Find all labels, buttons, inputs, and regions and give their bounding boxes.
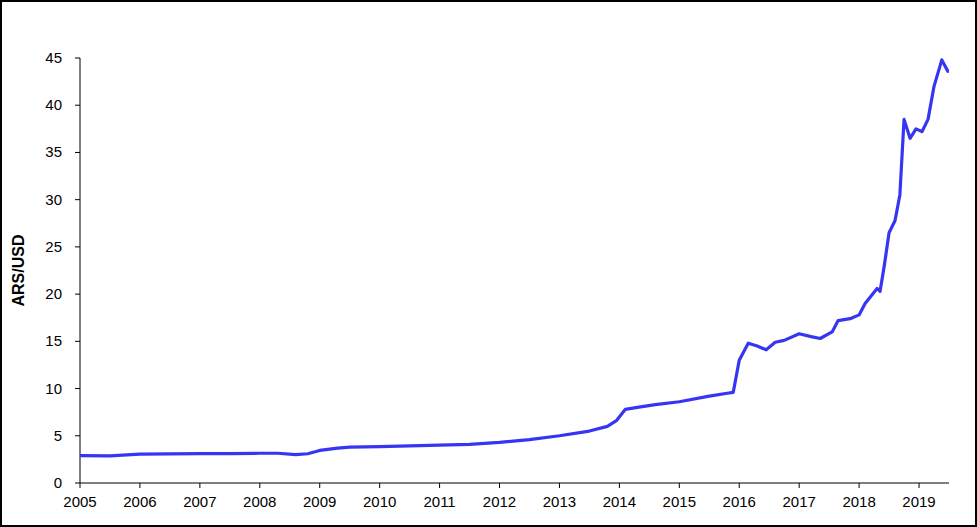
y-tick-label: 5 — [54, 427, 62, 444]
y-axis — [80, 58, 81, 483]
x-axis — [80, 483, 949, 484]
y-tick-label: 40 — [45, 96, 62, 113]
x-tick-label: 2006 — [123, 493, 156, 510]
x-tick — [379, 483, 380, 488]
y-tick-label: 10 — [45, 380, 62, 397]
x-tick — [439, 483, 440, 488]
x-tick — [559, 483, 560, 488]
plot-area — [80, 60, 948, 456]
x-tick — [139, 483, 140, 488]
y-tick — [75, 199, 80, 200]
x-tick — [859, 483, 860, 488]
y-tick-label: 35 — [45, 143, 62, 160]
x-tick — [199, 483, 200, 488]
chart: 0 5 10 15 20 25 30 35 40 45 2005 2006 2007 2008 2009 20… — [0, 0, 977, 527]
y-tick — [75, 152, 80, 153]
x-tick — [679, 483, 680, 488]
x-tick-label: 2015 — [663, 493, 696, 510]
x-tick — [619, 483, 620, 488]
y-tick — [75, 341, 80, 342]
y-tick — [75, 388, 80, 389]
y-tick-label: 45 — [45, 49, 62, 66]
x-tick-label: 2008 — [243, 493, 276, 510]
x-tick-label: 2019 — [902, 493, 935, 510]
x-tick — [919, 483, 920, 488]
y-tick — [75, 246, 80, 247]
chart-border — [1, 1, 976, 526]
x-tick-label: 2011 — [423, 493, 455, 510]
x-tick-label: 2005 — [63, 493, 96, 510]
y-tick-label: 15 — [45, 332, 62, 349]
y-tick — [75, 58, 80, 59]
x-tick-label: 2014 — [603, 493, 636, 510]
x-tick — [739, 483, 740, 488]
x-tick — [259, 483, 260, 488]
y-tick — [75, 483, 80, 484]
x-tick-label: 2018 — [842, 493, 875, 510]
y-tick-label: 25 — [45, 238, 62, 255]
x-tick — [319, 483, 320, 488]
x-tick-label: 2007 — [183, 493, 216, 510]
x-tick-label: 2017 — [782, 493, 815, 510]
y-tick-label: 0 — [54, 474, 62, 491]
x-tick — [499, 483, 500, 488]
x-tick-label: 2010 — [363, 493, 396, 510]
x-tick — [799, 483, 800, 488]
y-tick-label: 20 — [45, 285, 62, 302]
x-tick-label: 2009 — [303, 493, 336, 510]
x-tick — [80, 483, 81, 488]
y-tick — [75, 294, 80, 295]
y-axis-label: ARS/USD — [10, 234, 27, 306]
x-tick-label: 2012 — [483, 493, 516, 510]
y-tick — [75, 435, 80, 436]
x-tick-label: 2016 — [723, 493, 756, 510]
y-tick-label: 30 — [45, 191, 62, 208]
y-tick — [75, 105, 80, 106]
x-tick-label: 2013 — [543, 493, 576, 510]
exchange-rate-line — [80, 60, 948, 456]
